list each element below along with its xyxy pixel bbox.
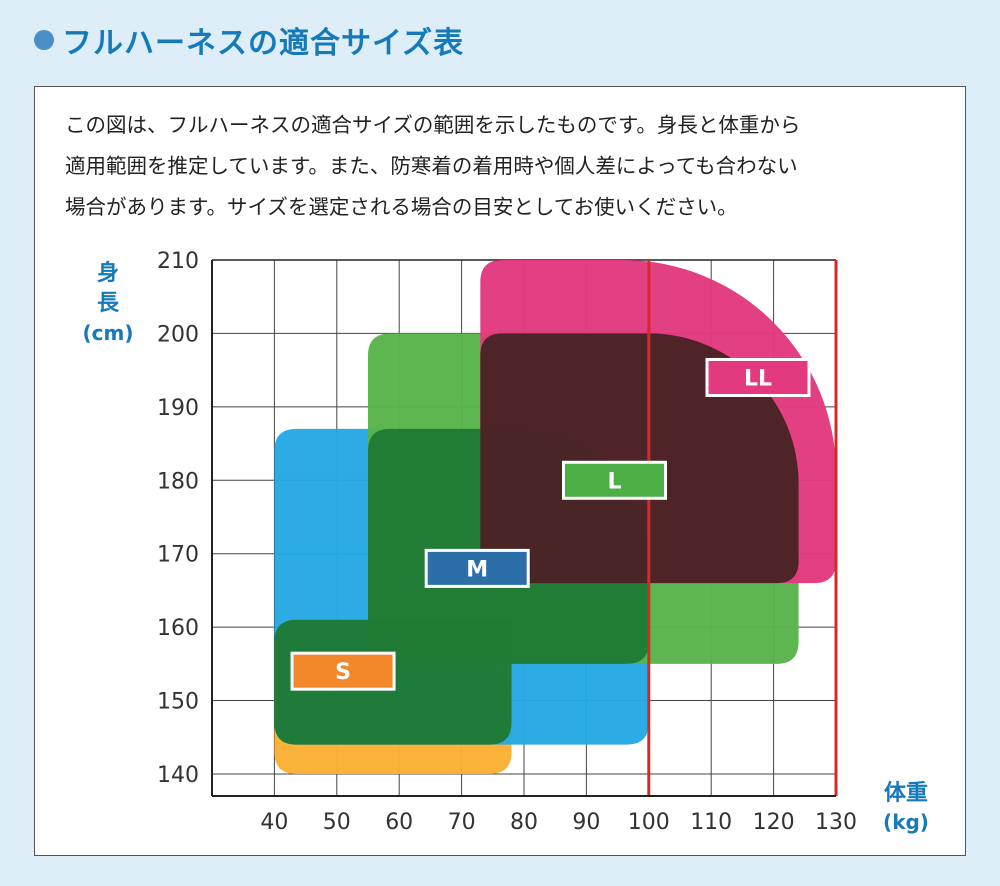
description-line-1: この図は、フルハーネスの適合サイズの範囲を示したものです。身長と体重から xyxy=(65,113,801,137)
x-tick-label: 60 xyxy=(385,810,413,835)
size-regions xyxy=(274,260,836,774)
y-tick-label: 180 xyxy=(157,469,199,494)
axes: 40 50 60 70 80 90 100 110 120 130 140 150 160 170 180 1… xyxy=(83,249,929,835)
y-tick-label: 210 xyxy=(157,249,199,274)
description-line-2: 適用範囲を推定しています。また、防寒着の着用時や個人差によっても合わない xyxy=(65,154,798,178)
y-tick-label: 200 xyxy=(157,322,199,347)
x-tick-label: 110 xyxy=(690,810,732,835)
y-tick-label: 140 xyxy=(157,763,199,788)
size-label-S: S xyxy=(335,660,351,685)
description-text: この図は、フルハーネスの適合サイズの範囲を示したものです。身長と体重から 適用範… xyxy=(65,105,945,228)
x-tick-label: 40 xyxy=(260,810,288,835)
x-tick-label: 120 xyxy=(753,810,795,835)
size-label-box-L xyxy=(561,460,667,500)
size-label-box-S xyxy=(290,651,396,691)
page-title-row: フルハーネスの適合サイズ表 xyxy=(34,18,464,62)
page-title: フルハーネスの適合サイズ表 xyxy=(62,26,465,61)
size-label-M: M xyxy=(466,557,488,582)
size-label-LL: LL xyxy=(744,366,772,391)
y-tick-label: 160 xyxy=(157,616,199,641)
x-tick-label: 50 xyxy=(323,810,351,835)
x-tick-label: 130 xyxy=(815,810,857,835)
y-axis-label-char-1: 身 xyxy=(97,260,119,286)
x-tick-label: 100 xyxy=(628,810,670,835)
x-tick-label: 80 xyxy=(510,810,538,835)
x-tick-label: 70 xyxy=(448,810,476,835)
y-tick-label: 170 xyxy=(157,543,199,568)
y-axis-unit: (cm) xyxy=(83,321,134,345)
x-axis-unit: (kg) xyxy=(883,810,929,834)
description-line-3: 場合があります。サイズを選定される場合の目安としてお使いください。 xyxy=(65,195,738,219)
x-tick-label: 90 xyxy=(572,810,600,835)
limit-lines xyxy=(647,260,838,796)
size-label-box-M xyxy=(424,548,530,588)
size-label-box-LL xyxy=(705,357,811,397)
size-label-L: L xyxy=(607,469,621,494)
y-tick-label: 150 xyxy=(157,690,199,715)
y-axis-label-char-2: 長 xyxy=(97,291,120,316)
bullet-dot-icon xyxy=(34,30,54,50)
y-tick-label: 190 xyxy=(157,396,199,421)
x-axis-label: 体重 xyxy=(884,781,928,806)
